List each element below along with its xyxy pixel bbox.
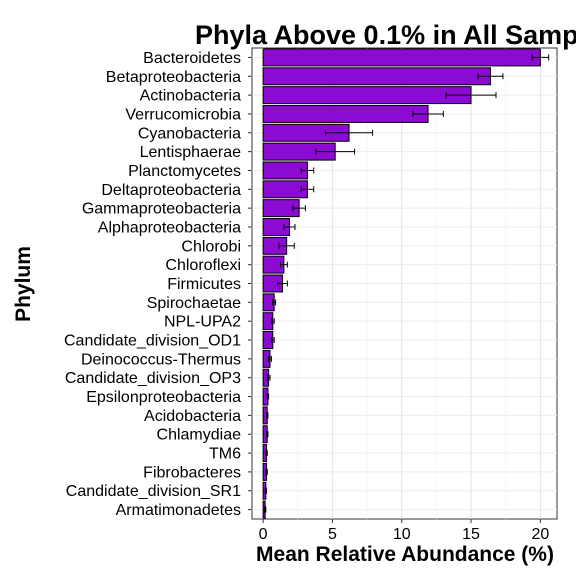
category-label: Lentisphaerae: [140, 144, 242, 161]
category-label: Candidate_division_OP3: [65, 370, 241, 387]
category-label: Alphaproteobacteria: [98, 219, 241, 236]
bars: [262, 48, 541, 519]
error-bars: [263, 54, 550, 513]
category-label: Verrucomicrobia: [125, 106, 241, 123]
bar: [262, 86, 472, 105]
y-axis-tick-labels: Bacteroidetes Betaproteobacteria Actinobac…: [64, 50, 252, 519]
category-label: Epsilonproteobacteria: [86, 389, 241, 406]
x-tick-label: 20: [531, 526, 549, 543]
category-label: Chloroflexi: [165, 257, 241, 274]
category-label: Chlorobi: [181, 238, 241, 255]
category-label: Planctomycetes: [128, 163, 241, 180]
category-label: Fibrobacteres: [143, 464, 241, 481]
category-label: Chlamydiae: [157, 427, 242, 444]
category-label: Acidobacteria: [144, 408, 241, 425]
category-label: Armatimonadetes: [116, 502, 241, 519]
bar: [262, 48, 541, 67]
category-label: Firmicutes: [167, 276, 241, 293]
x-tick-label: 0: [259, 526, 268, 543]
category-label: TM6: [209, 446, 241, 463]
category-label: Bacteroidetes: [143, 50, 241, 67]
bar: [262, 104, 429, 123]
y-axis-title: Phylum: [12, 246, 35, 322]
category-label: NPL-UPA2: [164, 314, 241, 331]
category-label: Gammaproteobacteria: [82, 201, 241, 218]
bar: [262, 67, 491, 86]
category-label: Actinobacteria: [140, 88, 241, 105]
x-axis-title: Mean Relative Abundance (%): [256, 543, 554, 566]
category-label: Betaproteobacteria: [106, 69, 241, 86]
category-label: Spirochaetae: [147, 295, 241, 312]
category-label: Cyanobacteria: [138, 125, 241, 142]
category-label: Deltaproteobacteria: [101, 182, 241, 199]
x-axis-ticks: 0 5 10 15 20: [259, 519, 549, 543]
x-tick-label: 5: [328, 526, 337, 543]
category-label: Candidate_division_SR1: [66, 483, 241, 500]
category-label: Candidate_division_OD1: [64, 333, 241, 350]
chart-title: Phyla Above 0.1% in All Samp: [195, 20, 576, 50]
category-label: Deinococcus-Thermus: [81, 351, 241, 368]
x-tick-label: 15: [462, 526, 480, 543]
x-tick-label: 10: [393, 526, 411, 543]
